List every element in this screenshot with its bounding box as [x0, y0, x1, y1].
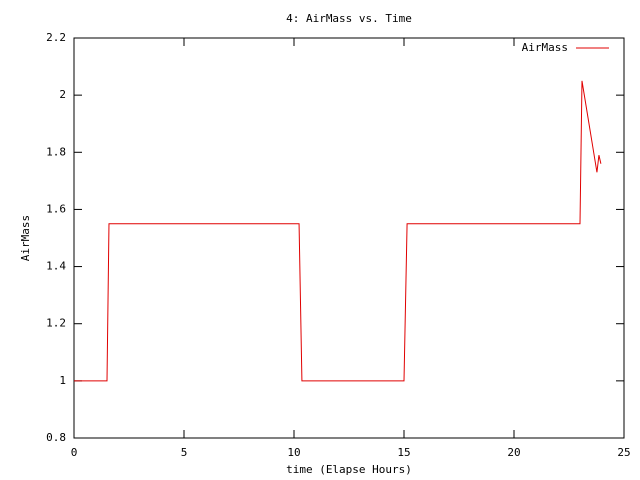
data-line — [74, 80, 602, 382]
x-tick-label: 10 — [287, 446, 300, 459]
y-tick-label: 2.2 — [46, 31, 66, 44]
x-tick-label: 5 — [181, 446, 188, 459]
y-tick-label: 0.8 — [46, 431, 66, 444]
y-tick-label: 1 — [59, 374, 66, 387]
x-tick-label: 0 — [71, 446, 78, 459]
chart-title: 4: AirMass vs. Time — [286, 12, 412, 25]
y-axis-label: AirMass — [19, 215, 32, 261]
plot-border — [73, 37, 625, 439]
y-tick-label: 1.2 — [46, 317, 66, 330]
x-tick-label: 15 — [397, 446, 410, 459]
y-tick-label: 1.6 — [46, 202, 66, 215]
y-tick-label: 1.8 — [46, 145, 66, 158]
x-tick-label: 25 — [617, 446, 630, 459]
y-tick-label: 1.4 — [46, 260, 66, 273]
x-axis-label: time (Elapse Hours) — [286, 463, 412, 476]
y-tick-label: 2 — [59, 88, 66, 101]
legend-label: AirMass — [522, 41, 568, 54]
x-tick-label: 20 — [507, 446, 520, 459]
